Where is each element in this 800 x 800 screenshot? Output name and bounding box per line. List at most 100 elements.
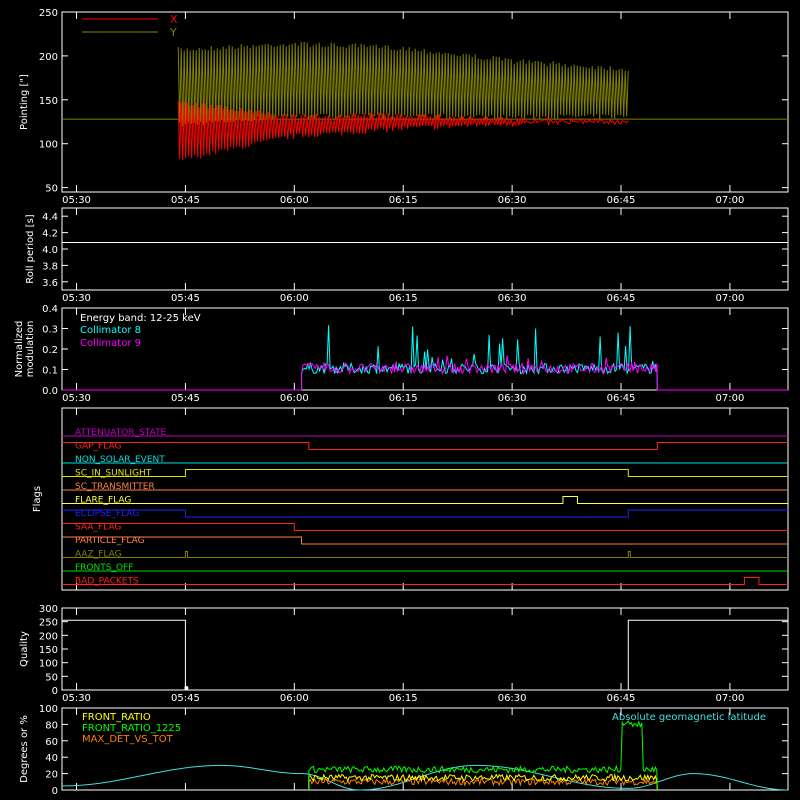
y-tick-label: 4.2 <box>42 229 58 240</box>
modulation-series-9 <box>62 355 788 391</box>
y-tick-label: 100 <box>39 140 58 151</box>
energy-band-annotation: Energy band: 12-25 keV <box>80 313 201 324</box>
y-tick-label: 50 <box>45 672 58 683</box>
flag-label: BAD_PACKETS <box>75 577 139 587</box>
x-tick-label: 05:45 <box>171 195 200 206</box>
roll-period-panel: Roll period [s] 3.6 3.8 4.0 4.2 4.4 05:30 05:4… <box>25 207 789 304</box>
flag-line <box>62 496 788 504</box>
pointing-series-x <box>177 101 629 161</box>
flags-panel: Flags ATTENUATOR_STATE GAP_FLAG NON_SOLAR_… <box>32 407 789 591</box>
x-tick-label: 07:00 <box>716 195 745 206</box>
flag-label: AAZ_FLAG <box>75 550 122 560</box>
flag-label: SC_TRANSMITTER <box>75 482 155 492</box>
ratio-series-line <box>308 720 658 791</box>
y-tick-label: 0.4 <box>42 304 58 315</box>
x-tick-label: 06:45 <box>607 693 636 704</box>
x-tick-label: 06:00 <box>280 393 309 404</box>
y-tick-label: 3.6 <box>42 278 58 289</box>
flag-line <box>62 509 788 518</box>
y-tick-label: 3.8 <box>42 261 58 272</box>
x-tick-label: 06:15 <box>389 293 418 304</box>
x-tick-label: 06:15 <box>389 393 418 404</box>
y-tick-label: 0 <box>52 786 58 797</box>
legend-collimator-8: Collimator 8 <box>80 325 141 336</box>
y-tick-label: 0 <box>52 686 58 697</box>
legend-geomagnetic-latitude: Absolute geomagnetic latitude <box>612 712 766 723</box>
legend-max-det-vs-tot: MAX_DET_VS_TOT <box>82 734 174 745</box>
y-tick-label: 100 <box>39 704 58 715</box>
modulation-ylabel-line2: modulation <box>25 321 36 378</box>
legend-front-ratio: FRONT_RATIO <box>82 712 151 723</box>
flag-label: ECLIPSE_FLAG <box>75 509 139 519</box>
flag-label: FLARE_FLAG <box>75 496 131 506</box>
y-tick-label: 200 <box>39 631 58 642</box>
y-tick-label: 4.0 <box>42 245 58 256</box>
y-tick-label: 50 <box>45 184 58 195</box>
legend-collimator-9: Collimator 9 <box>80 338 141 349</box>
pointing-plot-frame <box>61 11 789 193</box>
y-tick-label: 0.2 <box>42 345 58 356</box>
flag-label: SAA_FLAG <box>75 523 121 533</box>
flag-line <box>62 536 788 545</box>
y-tick-label: 100 <box>39 659 58 670</box>
degrees-panel: Degrees or % FRONT_RATIO FRONT_RATIO_122… <box>19 704 789 797</box>
flag-label: SC_IN_SUNLIGHT <box>75 469 152 479</box>
flags-ylabel: Flags <box>32 486 43 512</box>
pointing-panel: Pointing ["] X Y 50 100 150 200 250 05:30 05:4… <box>19 8 789 206</box>
x-tick-label: 06:45 <box>607 293 636 304</box>
x-tick-label: 06:30 <box>498 393 527 404</box>
flag-label: ATTENUATOR_STATE <box>75 428 167 438</box>
y-tick-label: 4.4 <box>42 212 58 223</box>
y-tick-label: 80 <box>45 720 58 731</box>
x-tick-label: 05:30 <box>62 393 91 404</box>
legend-x-label: X <box>170 13 178 26</box>
flag-label: GAP_FLAG <box>75 442 121 452</box>
y-tick-label: 250 <box>39 8 58 19</box>
y-tick-label: 150 <box>39 96 58 107</box>
y-tick-label: 250 <box>39 618 58 629</box>
ratio-series-line <box>308 777 658 791</box>
y-tick-label: 60 <box>45 737 58 748</box>
flag-line <box>62 442 788 450</box>
quality-marker <box>184 686 189 690</box>
x-tick-label: 06:30 <box>498 195 527 206</box>
x-tick-label: 06:00 <box>280 693 309 704</box>
flag-line <box>62 577 788 585</box>
flag-line <box>62 551 788 558</box>
y-tick-label: 200 <box>39 52 58 63</box>
y-tick-label: 0.3 <box>42 325 58 336</box>
modulation-panel: Normalized modulation Energy band: 12-25… <box>14 304 789 404</box>
legend-front-ratio-1225: FRONT_RATIO_1225 <box>82 723 181 734</box>
quality-ylabel: Quality <box>19 631 30 667</box>
x-tick-label: 05:45 <box>171 393 200 404</box>
y-tick-label: 0.0 <box>42 386 58 397</box>
flag-label: PARTICLE_FLAG <box>75 536 145 546</box>
x-tick-label: 06:00 <box>280 293 309 304</box>
x-tick-label: 05:45 <box>171 693 200 704</box>
modulation-ylabel-line1: Normalized <box>14 321 25 378</box>
y-tick-label: 20 <box>45 770 58 781</box>
quality-panel: Quality 0 50 100 150 200 250 300 05:30 05:45 06:0… <box>19 604 789 704</box>
x-tick-label: 06:45 <box>607 195 636 206</box>
flag-label: NON_SOLAR_EVENT <box>75 455 165 465</box>
y-tick-label: 150 <box>39 645 58 656</box>
flag-line <box>62 523 788 531</box>
x-tick-label: 05:30 <box>62 293 91 304</box>
y-tick-label: 300 <box>39 604 58 615</box>
flag-line <box>62 469 788 477</box>
y-tick-label: 40 <box>45 753 58 764</box>
flag-label: FRONTS_OFF <box>75 563 133 573</box>
x-tick-label: 07:00 <box>716 393 745 404</box>
x-tick-label: 05:30 <box>62 693 91 704</box>
x-tick-label: 06:30 <box>498 693 527 704</box>
degrees-plot-frame <box>61 707 789 791</box>
degrees-ylabel: Degrees or % <box>19 715 30 783</box>
x-tick-label: 06:00 <box>280 195 309 206</box>
flags-plot-frame <box>61 407 789 591</box>
x-tick-label: 05:45 <box>171 293 200 304</box>
pointing-series-y <box>177 41 629 127</box>
roll-period-ylabel: Roll period [s] <box>25 214 36 283</box>
x-tick-label: 06:15 <box>389 693 418 704</box>
x-tick-label: 06:45 <box>607 393 636 404</box>
